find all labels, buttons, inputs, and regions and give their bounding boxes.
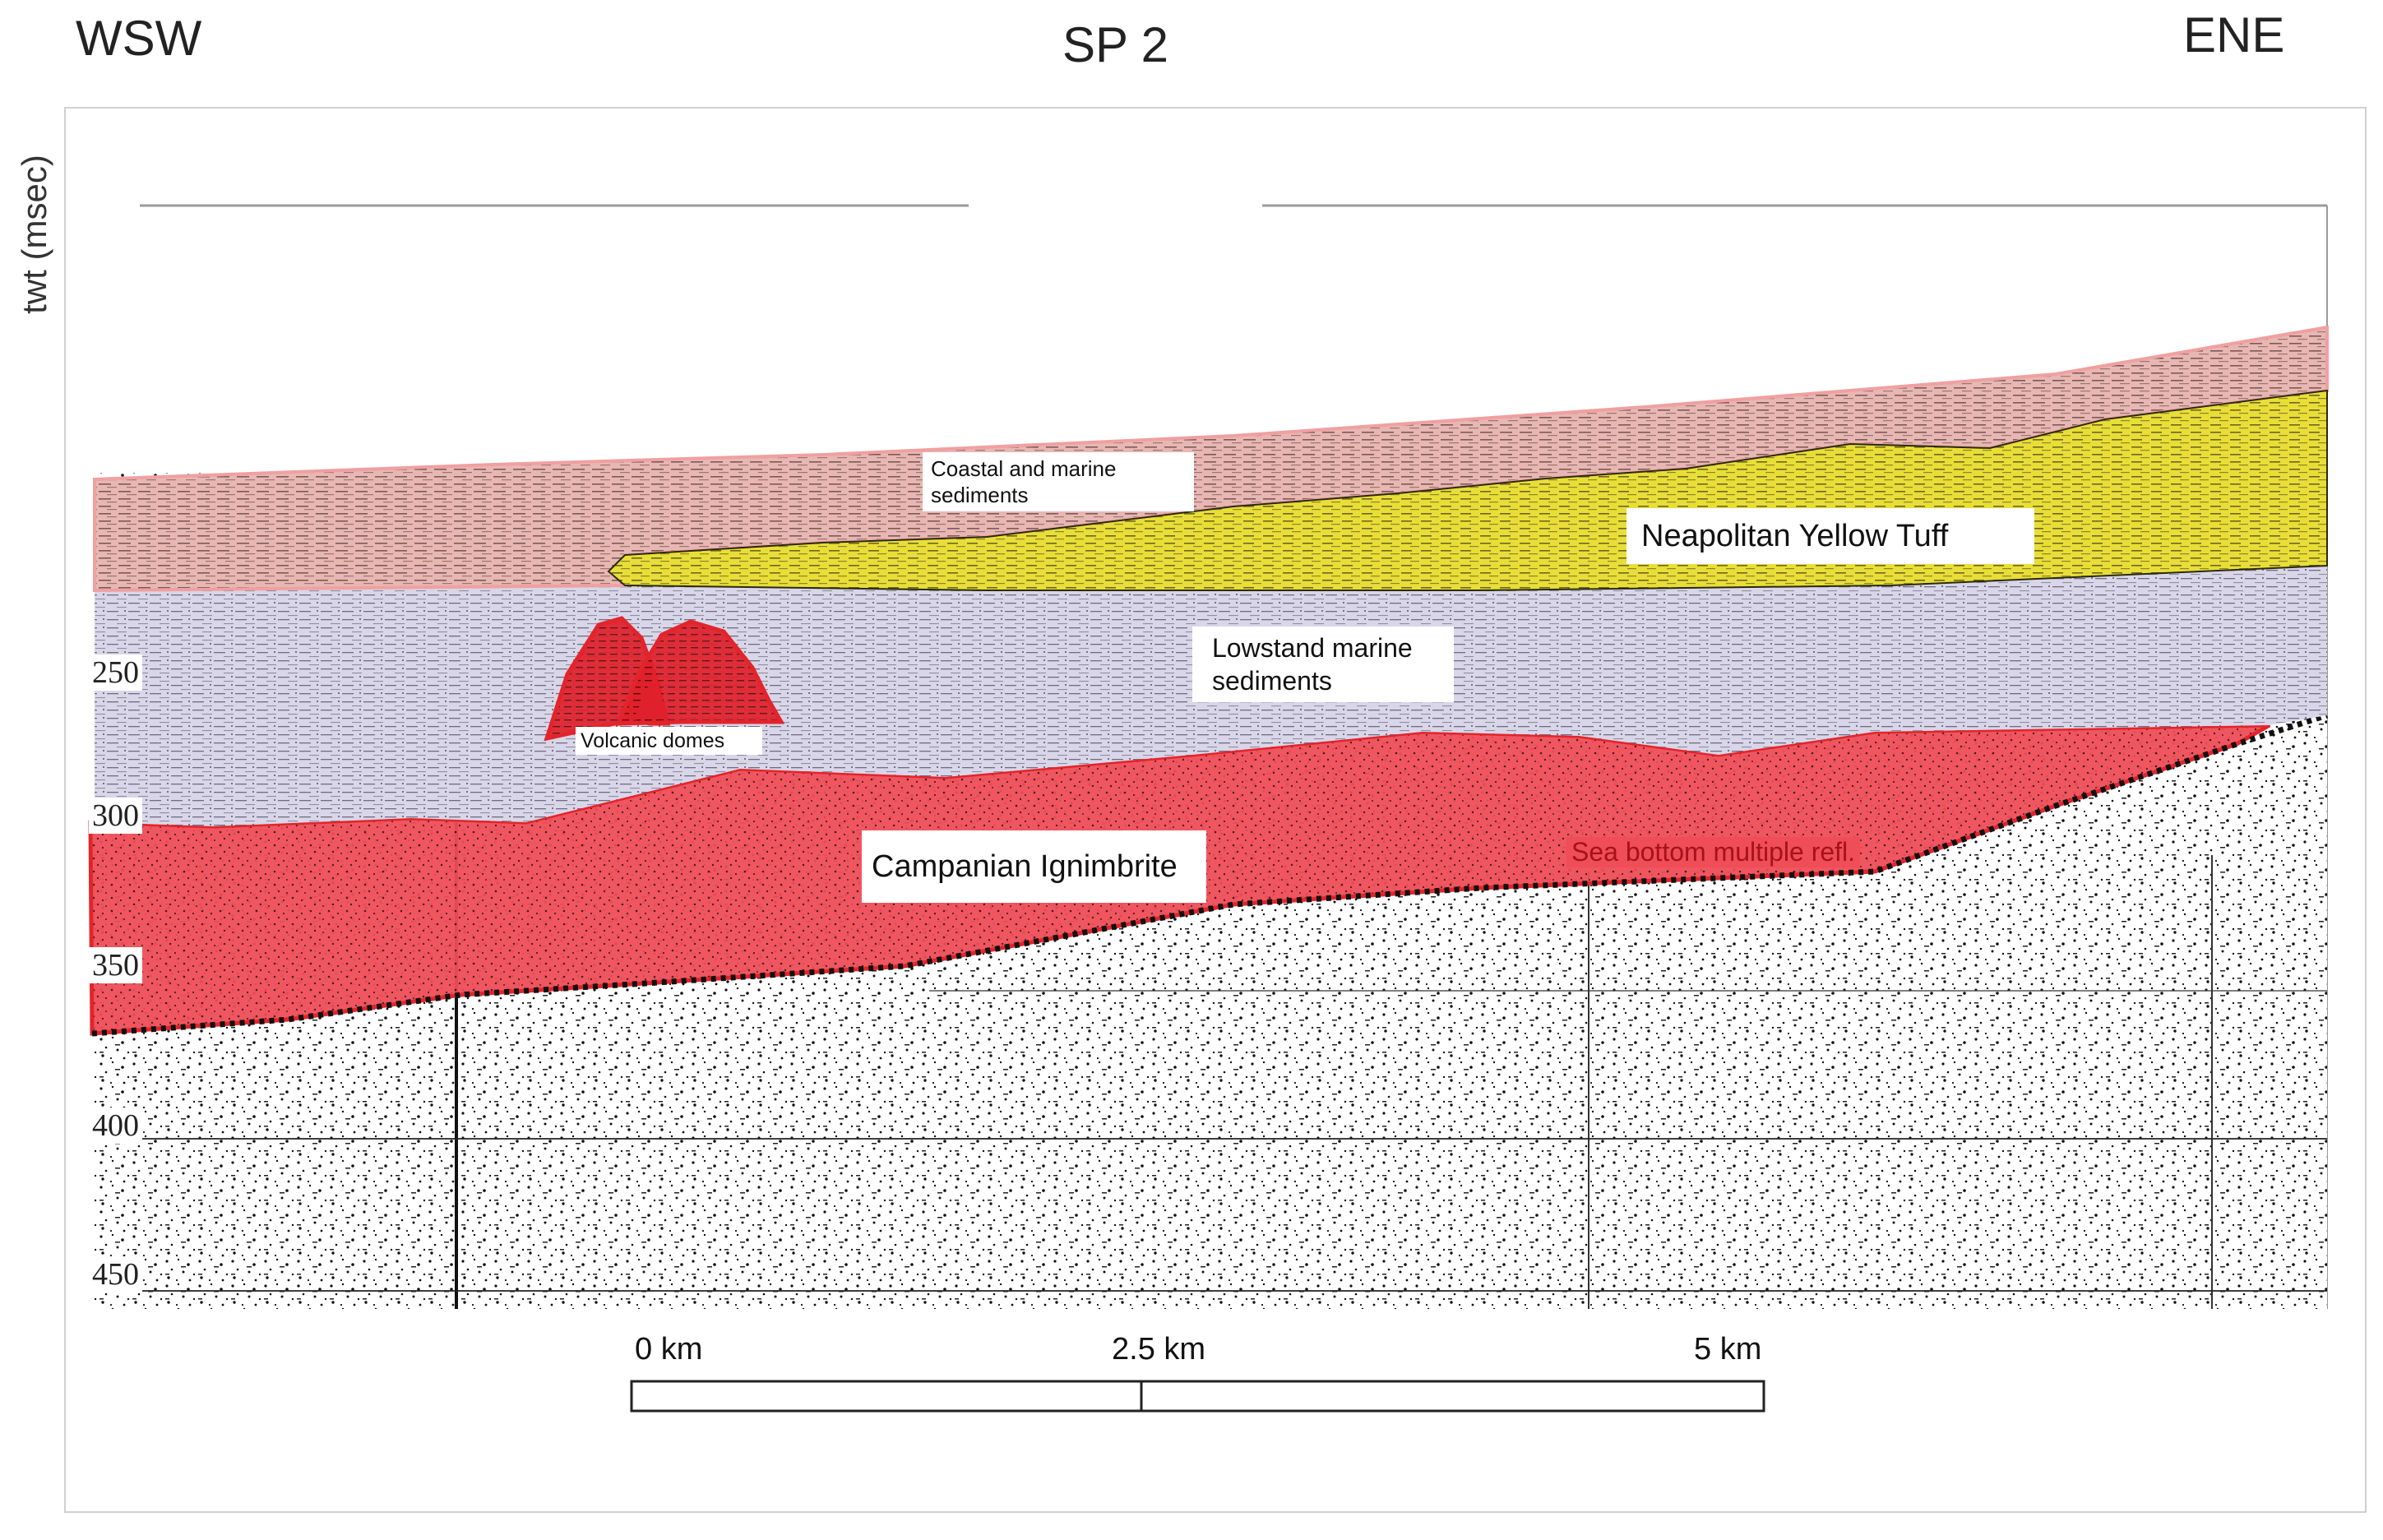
scale-bar bbox=[630, 1380, 1765, 1413]
label-campanian-ignimbrite: Campanian Ignimbrite bbox=[862, 830, 1206, 903]
label-lowstand-marine: Lowstand marine sediments bbox=[1192, 627, 1454, 702]
y-tick-350: 350 bbox=[89, 947, 142, 983]
y-tick-400: 400 bbox=[89, 1108, 142, 1144]
y-tick-450: 450 bbox=[89, 1256, 142, 1293]
direction-wsw: WSW bbox=[76, 11, 202, 66]
label-sea-bottom-multiple: Sea bottom multiple refl. bbox=[1566, 837, 1861, 867]
volcanic-dome-overlap bbox=[633, 679, 666, 720]
scale-label-5km: 5 km bbox=[1694, 1332, 1762, 1367]
label-coastal-marine: Coastal and marine sediments bbox=[923, 452, 1194, 511]
scale-label-0km: 0 km bbox=[635, 1332, 703, 1367]
y-tick-250: 250 bbox=[89, 654, 142, 691]
direction-ene: ENE bbox=[2183, 7, 2285, 62]
label-volcanic-domes: Volcanic domes bbox=[576, 727, 762, 755]
profile-title: SP 2 bbox=[1062, 17, 1168, 72]
figure-frame bbox=[64, 107, 2367, 1513]
scale-label-2-5km: 2.5 km bbox=[1112, 1332, 1206, 1367]
y-tick-300: 300 bbox=[89, 798, 142, 834]
label-neapolitan-yellow-tuff: Neapolitan Yellow Tuff bbox=[1626, 508, 2034, 564]
